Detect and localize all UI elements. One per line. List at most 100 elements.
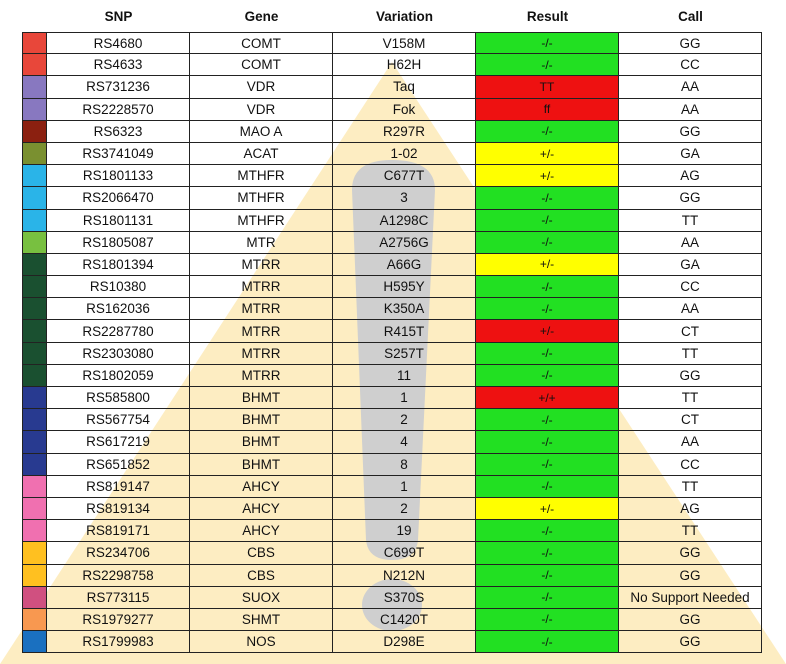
color-swatch xyxy=(22,364,47,387)
color-swatch xyxy=(22,276,47,299)
gene-cell: BHMT xyxy=(190,387,333,410)
variation-cell: C1420T xyxy=(333,608,476,632)
call-cell: AA xyxy=(619,431,762,454)
color-swatch xyxy=(22,32,47,55)
result-cell: TT xyxy=(476,76,619,99)
result-cell: +/- xyxy=(476,320,619,343)
call-cell: CC xyxy=(619,54,762,77)
call-cell: TT xyxy=(619,475,762,498)
result-cell: ff xyxy=(476,98,619,121)
snp-cell: RS617219 xyxy=(47,431,190,454)
color-swatch xyxy=(22,342,47,365)
header-row: SNP Gene Variation Result Call xyxy=(22,0,762,32)
snp-cell: RS2303080 xyxy=(47,342,190,365)
color-swatch xyxy=(22,231,47,254)
variation-cell: 1 xyxy=(333,475,476,498)
call-cell: CT xyxy=(619,320,762,343)
result-cell: -/- xyxy=(476,520,619,543)
snp-cell: RS3741049 xyxy=(47,142,190,166)
call-cell: TT xyxy=(619,209,762,232)
variation-cell: 4 xyxy=(333,431,476,454)
call-cell: GG xyxy=(619,120,762,143)
gene-cell: MTRR xyxy=(190,253,333,277)
variation-cell: D298E xyxy=(333,631,476,654)
color-swatch xyxy=(22,165,47,188)
call-cell: AA xyxy=(619,231,762,254)
variation-cell: K350A xyxy=(333,298,476,321)
gene-cell: VDR xyxy=(190,76,333,99)
table-row: RS773115 SUOX S370S -/- No Support Needed xyxy=(22,586,762,609)
variation-cell: V158M xyxy=(333,32,476,55)
header-cell: Call xyxy=(678,8,703,24)
table-row: RS2298758 CBS N212N -/- GG xyxy=(22,564,762,587)
gene-cell: CBS xyxy=(190,564,333,587)
table-row: RS162036 MTRR K350A -/- AA xyxy=(22,298,762,321)
variation-cell: Fok xyxy=(333,98,476,121)
variation-cell: 11 xyxy=(333,364,476,387)
snp-cell: RS4633 xyxy=(47,54,190,77)
gene-cell: MTR xyxy=(190,231,333,254)
snp-table: SNP Gene Variation Result Call RS4680 COMT V158… xyxy=(22,0,762,654)
color-swatch xyxy=(22,253,47,277)
color-swatch xyxy=(22,497,47,521)
call-cell: CT xyxy=(619,409,762,432)
snp-cell: RS2287780 xyxy=(47,320,190,343)
result-cell: -/- xyxy=(476,631,619,654)
result-cell: -/- xyxy=(476,431,619,454)
table-row: RS234706 CBS C699T -/- GG xyxy=(22,542,762,565)
header-cell: Result xyxy=(526,8,569,24)
snp-cell: RS651852 xyxy=(47,453,190,476)
snp-cell: RS819134 xyxy=(47,497,190,521)
call-cell: GG xyxy=(619,564,762,587)
result-cell: -/- xyxy=(476,409,619,432)
table-row: RS6323 MAO A R297R -/- GG xyxy=(22,120,762,143)
table-row: RS2287780 MTRR R415T +/- CT xyxy=(22,320,762,343)
result-cell: +/- xyxy=(476,142,619,166)
result-cell: +/+ xyxy=(476,387,619,410)
snp-cell: RS585800 xyxy=(47,387,190,410)
result-cell: -/- xyxy=(476,586,619,609)
variation-cell: 2 xyxy=(333,497,476,521)
table-row: RS819147 AHCY 1 -/- TT xyxy=(22,475,762,498)
color-swatch xyxy=(22,142,47,166)
variation-cell: A2756G xyxy=(333,231,476,254)
variation-cell: C677T xyxy=(333,165,476,188)
variation-cell: 8 xyxy=(333,453,476,476)
gene-cell: MTHFR xyxy=(190,187,333,210)
gene-cell: MTRR xyxy=(190,320,333,343)
snp-cell: RS731236 xyxy=(47,76,190,99)
variation-cell: S370S xyxy=(333,586,476,609)
color-swatch xyxy=(22,320,47,343)
table-row: RS4680 COMT V158M -/- GG xyxy=(22,32,762,55)
table-row: RS2303080 MTRR S257T -/- TT xyxy=(22,342,762,365)
table-row: RS1802059 MTRR 11 -/- GG xyxy=(22,364,762,387)
result-cell: -/- xyxy=(476,364,619,387)
header-cell: Variation xyxy=(375,8,434,24)
exclamation-dot xyxy=(362,579,422,631)
color-swatch xyxy=(22,542,47,565)
result-cell: +/- xyxy=(476,253,619,277)
variation-cell: 19 xyxy=(333,520,476,543)
variation-cell: 3 xyxy=(333,187,476,210)
table-row: RS585800 BHMT 1 +/+ TT xyxy=(22,387,762,410)
snp-cell: RS819147 xyxy=(47,475,190,498)
color-swatch xyxy=(22,520,47,543)
header-spacer xyxy=(22,0,47,32)
snp-cell: RS2298758 xyxy=(47,564,190,587)
call-cell: GG xyxy=(619,608,762,632)
call-cell: GG xyxy=(619,364,762,387)
call-cell: TT xyxy=(619,387,762,410)
color-swatch xyxy=(22,475,47,498)
result-cell: -/- xyxy=(476,298,619,321)
snp-cell: RS1801131 xyxy=(47,209,190,232)
table-row: RS1799983 NOS D298E -/- GG xyxy=(22,631,762,654)
variation-cell: A1298C xyxy=(333,209,476,232)
result-cell: -/- xyxy=(476,342,619,365)
color-swatch xyxy=(22,453,47,476)
gene-cell: SHMT xyxy=(190,608,333,632)
gene-cell: MTHFR xyxy=(190,209,333,232)
color-swatch xyxy=(22,409,47,432)
call-cell: TT xyxy=(619,520,762,543)
gene-cell: MTHFR xyxy=(190,165,333,188)
